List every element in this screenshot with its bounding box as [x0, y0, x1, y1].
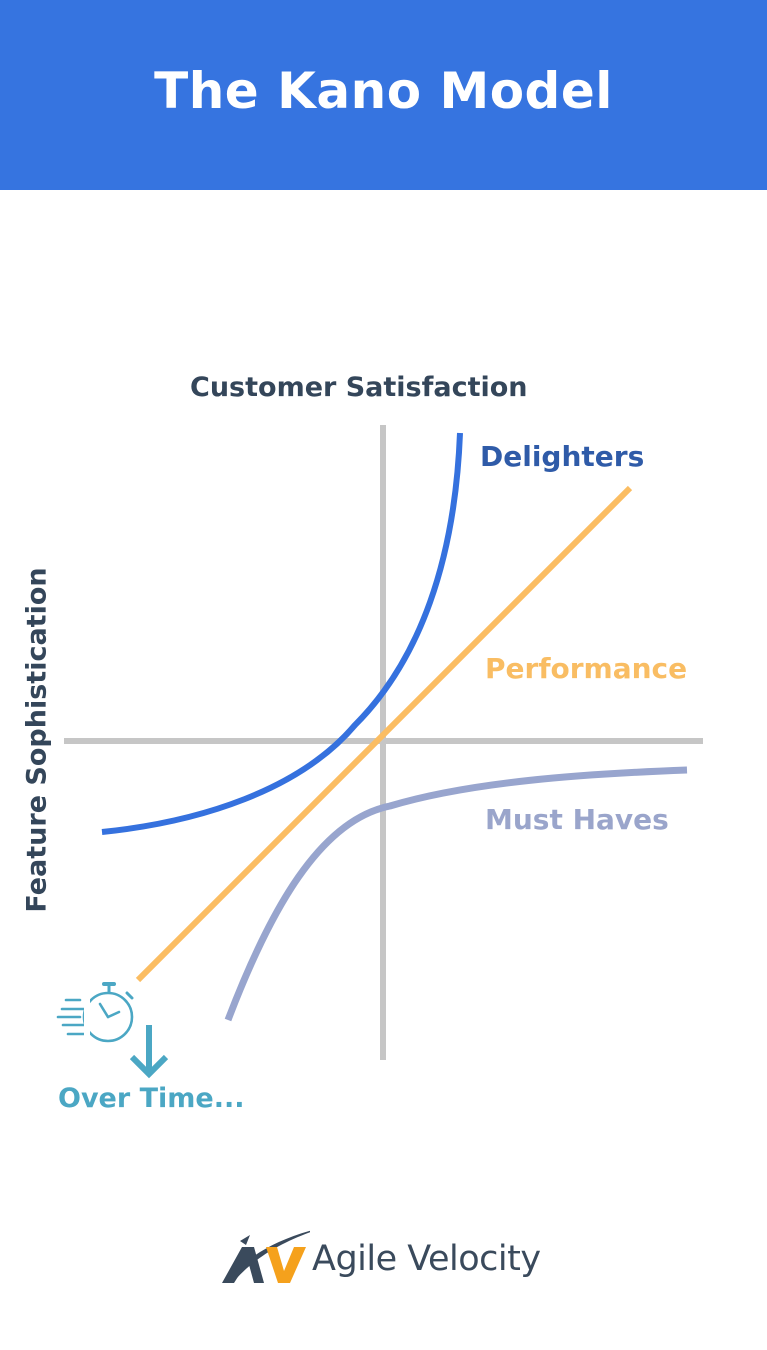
x-axis-label: Feature Sophistication [21, 567, 53, 913]
delighters-curve [101, 432, 463, 835]
must-haves-label: Must Haves [485, 803, 669, 836]
over-time-label: Over Time... [58, 1083, 245, 1114]
page-title: The Kano Model [154, 62, 613, 120]
av-logo-mark-icon [222, 1230, 310, 1283]
stopwatch-icon [56, 982, 134, 1043]
header-banner: The Kano Model [0, 0, 767, 190]
performance-label: Performance [485, 652, 688, 685]
arrow-down-icon [129, 1025, 169, 1079]
delighters-label: Delighters [480, 440, 645, 473]
performance-curve [135, 485, 633, 983]
agile-velocity-logo: Agile Velocity [220, 1225, 550, 1290]
logo-wordmark: Agile Velocity [312, 1239, 541, 1279]
y-axis-label: Customer Satisfaction [190, 372, 528, 403]
must-haves-curve [224, 766, 688, 1022]
